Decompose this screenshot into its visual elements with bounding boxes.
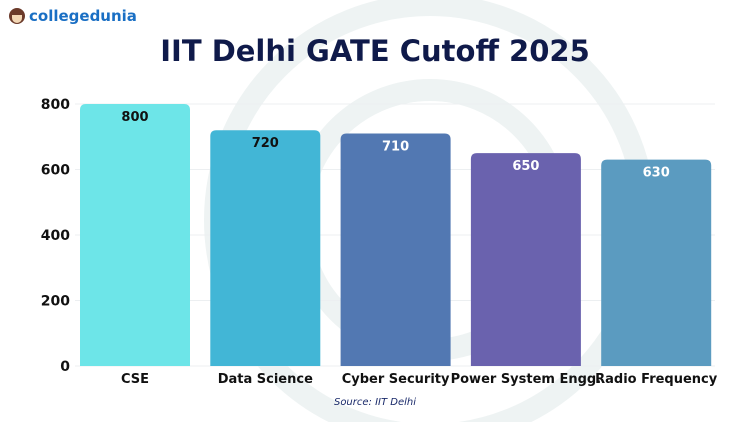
data-label: 650 (512, 159, 539, 174)
bar (80, 104, 190, 366)
bar (470, 153, 581, 366)
x-tick-label: Cyber Security (342, 372, 450, 387)
source-note: Source: IIT Delhi (333, 397, 417, 408)
y-tick-label: 400 (41, 228, 70, 244)
brand-logo: collegedunia (9, 7, 137, 25)
data-label: 720 (252, 136, 279, 151)
y-tick-label: 0 (60, 359, 70, 375)
x-tick-label: CSE (121, 372, 149, 387)
mascot-icon (9, 8, 25, 24)
y-tick-label: 600 (41, 163, 70, 179)
y-tick-label: 800 (41, 97, 70, 113)
bar (601, 159, 712, 366)
x-tick-label: Data Science (218, 372, 313, 387)
chart-title: IIT Delhi GATE Cutoff 2025 (160, 34, 590, 68)
bar (340, 133, 451, 366)
y-tick-label: 200 (41, 294, 70, 310)
data-label: 630 (643, 166, 670, 181)
x-tick-label: Radio Frequency (595, 372, 718, 387)
x-tick-label: Power System Engg. (451, 372, 602, 387)
data-label: 710 (382, 139, 409, 154)
brand-name: collegedunia (29, 7, 137, 25)
data-label: 800 (121, 110, 148, 125)
bar (210, 130, 321, 366)
